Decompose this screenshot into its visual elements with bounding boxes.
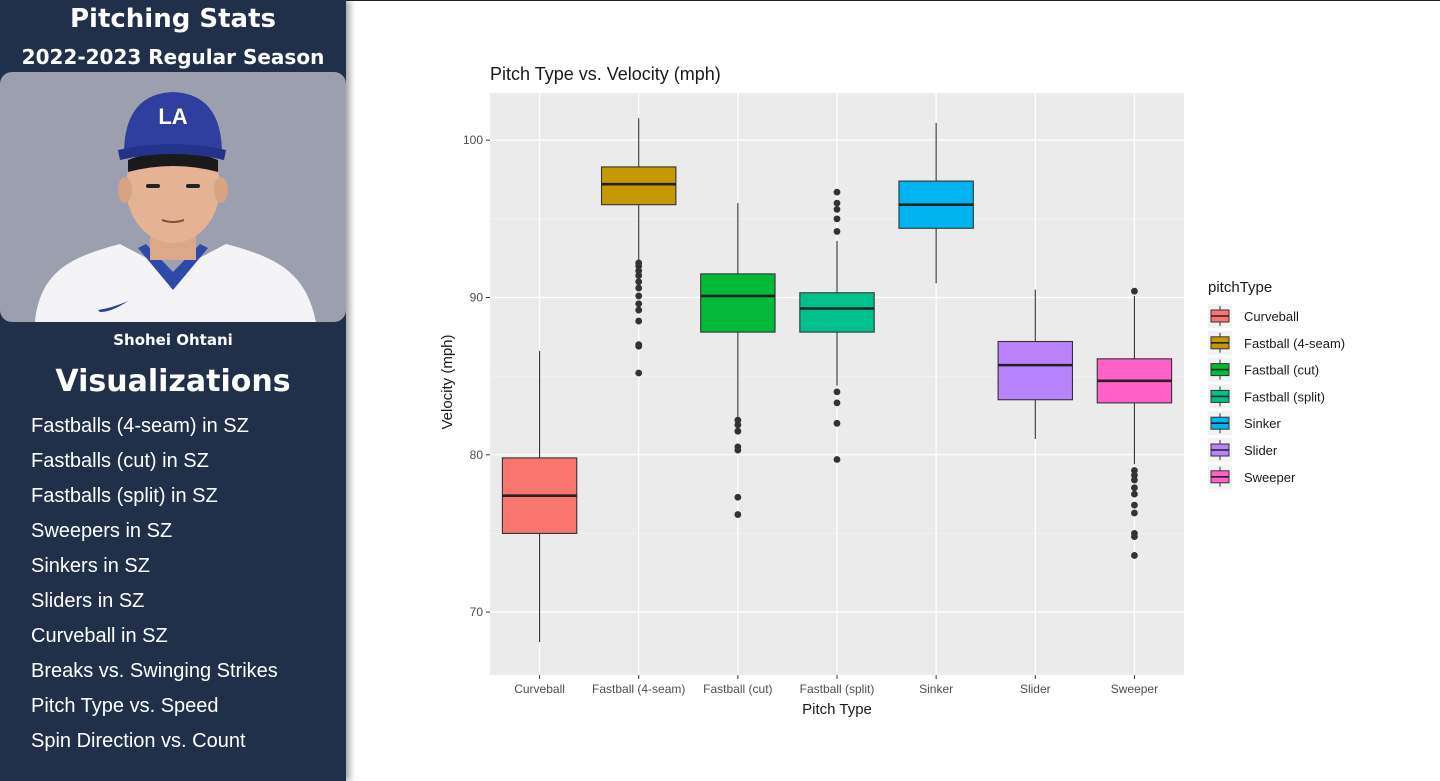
- visualizations-heading: Visualizations: [55, 364, 291, 399]
- player-photo: LA: [0, 72, 346, 322]
- box: [997, 340, 1074, 401]
- right-eye: [186, 184, 200, 188]
- outlier-point: [635, 306, 643, 314]
- outlier-point: [635, 342, 643, 350]
- outlier-point: [734, 446, 742, 454]
- legend-label: Sinker: [1244, 416, 1282, 431]
- player-name: Shohei Ohtani: [113, 331, 233, 349]
- outlier-point: [635, 300, 643, 308]
- x-tick-label: Sweeper: [1111, 682, 1158, 696]
- nav-breaks-vs-swinging-strikes[interactable]: Breaks vs. Swinging Strikes: [31, 660, 278, 682]
- outlier-point: [833, 188, 841, 196]
- outlier-point: [1131, 467, 1138, 474]
- outlier-point: [1131, 533, 1138, 540]
- outlier-point: [1131, 509, 1138, 517]
- box: [799, 292, 875, 333]
- outlier-point: [833, 399, 841, 407]
- legend-label: Fastball (4-seam): [1244, 336, 1345, 351]
- outlier-point: [734, 427, 742, 435]
- legend-title: pitchType: [1208, 279, 1272, 296]
- nav-fastballs-4-seam[interactable]: Fastballs (4-seam) in SZ: [31, 415, 249, 437]
- outlier-point: [1131, 287, 1138, 295]
- outlier-point: [1131, 471, 1138, 479]
- nav-sliders[interactable]: Sliders in SZ: [31, 590, 145, 612]
- outlier-point: [833, 419, 841, 427]
- legend-label: Curveball: [1244, 309, 1299, 324]
- outlier-point: [635, 267, 643, 275]
- outlier-point: [635, 369, 643, 377]
- outlier-point: [833, 456, 841, 463]
- outlier-point: [833, 215, 841, 223]
- chart-svg: Pitch Type vs. Velocity (mph) Velocity (…: [439, 64, 1345, 718]
- outlier-point: [635, 272, 643, 279]
- cap-crown: [124, 92, 222, 154]
- outlier-point: [833, 228, 841, 235]
- outlier-point: [635, 292, 643, 300]
- top-border: [0, 0, 1440, 1]
- box: [600, 166, 677, 206]
- outlier-point: [734, 416, 742, 424]
- outlier-point: [1131, 476, 1138, 484]
- nav-fastballs-split[interactable]: Fastballs (split) in SZ: [31, 485, 218, 507]
- outlier-point: [1131, 490, 1138, 498]
- legend-label: Sweeper: [1244, 470, 1296, 485]
- x-tick-label: Curveball: [514, 682, 565, 696]
- nav-spin-direction-vs-count[interactable]: Spin Direction vs. Count: [31, 730, 246, 752]
- left-eye: [146, 184, 160, 188]
- legend-label: Fastball (split): [1244, 389, 1325, 404]
- outlier-point: [635, 278, 643, 286]
- cap-logo: LA: [158, 104, 187, 129]
- cap-brim: [118, 144, 226, 160]
- x-axis-label: Pitch Type: [802, 701, 872, 718]
- x-tick-label: Fastball (4-seam): [592, 682, 685, 696]
- outlier-point: [734, 493, 742, 501]
- legend-label: Slider: [1244, 443, 1278, 458]
- outlier-point: [1131, 501, 1138, 509]
- nav-curveball[interactable]: Curveball in SZ: [31, 625, 168, 647]
- y-tick-label: 90: [470, 290, 484, 304]
- velocity-boxplot-chart: Pitch Type vs. Velocity (mph) Velocity (…: [420, 50, 1380, 735]
- hair: [128, 151, 218, 172]
- y-tick-label: 70: [470, 605, 484, 619]
- outlier-point: [833, 388, 841, 396]
- outlier-point: [1131, 552, 1138, 559]
- outlier-point: [833, 206, 841, 213]
- x-tick-label: Sinker: [919, 682, 953, 696]
- season-subtitle: 2022-2023 Regular Season: [21, 45, 325, 69]
- outlier-point: [1131, 484, 1138, 492]
- x-tick-label: Slider: [1020, 682, 1051, 696]
- nav-fastballs-cut[interactable]: Fastballs (cut) in SZ: [31, 450, 209, 472]
- right-ear: [214, 177, 228, 203]
- nav-sweepers[interactable]: Sweepers in SZ: [31, 520, 173, 542]
- nav-pitch-type-vs-speed[interactable]: Pitch Type vs. Speed: [31, 695, 219, 717]
- y-tick-label: 80: [470, 448, 484, 462]
- outlier-point: [734, 511, 742, 518]
- outlier-point: [734, 421, 742, 429]
- visualization-nav: Fastballs (4-seam) in SZ Fastballs (cut)…: [31, 409, 278, 759]
- mouth: [161, 219, 185, 223]
- nike-swoosh: [98, 301, 128, 312]
- sidebar: Pitching Stats 2022-2023 Regular Season …: [0, 0, 346, 781]
- nav-sinkers[interactable]: Sinkers in SZ: [31, 555, 150, 577]
- box: [700, 273, 776, 333]
- left-ear: [118, 177, 132, 203]
- outlier-point: [635, 284, 643, 292]
- y-axis-label: Velocity (mph): [439, 334, 456, 429]
- outlier-point: [833, 199, 841, 207]
- chart-title: Pitch Type vs. Velocity (mph): [490, 64, 721, 84]
- app-title: Pitching Stats: [69, 4, 276, 34]
- outlier-point: [635, 317, 643, 325]
- y-tick-label: 100: [463, 133, 483, 147]
- x-tick-label: Fastball (split): [800, 682, 875, 696]
- outlier-point: [635, 262, 643, 270]
- x-tick-label: Fastball (cut): [703, 682, 772, 696]
- legend-label: Fastball (cut): [1244, 363, 1319, 378]
